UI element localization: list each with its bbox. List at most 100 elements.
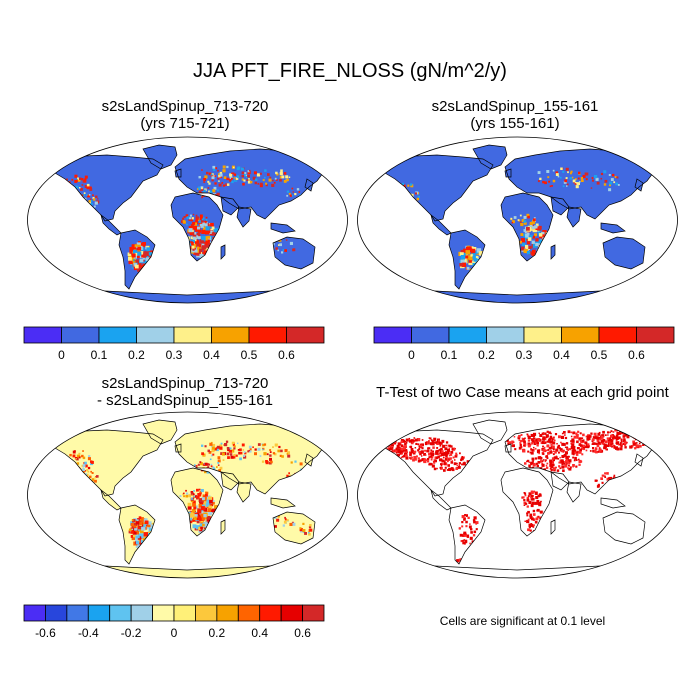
grid-cell bbox=[138, 533, 144, 538]
grid-cell bbox=[199, 491, 202, 495]
grid-cell bbox=[607, 434, 609, 436]
coastline bbox=[270, 222, 296, 234]
grid-cell bbox=[394, 437, 397, 440]
grid-cell bbox=[521, 246, 525, 250]
grid-cell bbox=[538, 516, 541, 519]
grid-cell bbox=[510, 217, 513, 220]
grid-cell bbox=[550, 440, 552, 443]
colorbar-box bbox=[411, 326, 450, 344]
grid-cell bbox=[554, 439, 556, 442]
grid-cell bbox=[560, 167, 563, 170]
grid-cell bbox=[584, 442, 586, 444]
grid-cell bbox=[622, 442, 625, 445]
grid-cell bbox=[144, 259, 149, 264]
grid-cell bbox=[578, 437, 582, 441]
grid-cell bbox=[591, 438, 595, 442]
grid-cell bbox=[405, 456, 409, 460]
grid-cell bbox=[458, 464, 460, 466]
grid-cell bbox=[596, 444, 600, 448]
grid-cell bbox=[207, 180, 210, 183]
grid-cell bbox=[650, 433, 654, 437]
grid-cell bbox=[464, 514, 466, 516]
grid-cell bbox=[408, 439, 412, 443]
grid-cell bbox=[204, 175, 208, 179]
grid-cell bbox=[90, 198, 92, 200]
grid-cell bbox=[548, 439, 551, 442]
grid-cell bbox=[201, 196, 204, 199]
grid-cell bbox=[572, 466, 574, 468]
grid-cell bbox=[233, 177, 235, 179]
grid-cell bbox=[573, 181, 575, 184]
grid-cell bbox=[537, 461, 541, 464]
grid-cell bbox=[537, 226, 542, 231]
grid-cell bbox=[139, 529, 144, 534]
grid-cell bbox=[413, 455, 417, 459]
grid-cell bbox=[209, 230, 213, 234]
grid-cell bbox=[517, 436, 521, 440]
map-panel-bottom-right bbox=[357, 411, 678, 579]
grid-cell bbox=[243, 455, 247, 459]
grid-cell bbox=[552, 453, 555, 456]
grid-cell bbox=[578, 463, 581, 466]
grid-cell bbox=[546, 462, 549, 465]
grid-cell bbox=[143, 524, 146, 527]
grid-cell bbox=[599, 438, 602, 441]
grid-cell bbox=[216, 192, 220, 196]
grid-cell bbox=[389, 444, 393, 448]
grid-cell bbox=[286, 190, 289, 193]
grid-cell bbox=[190, 236, 194, 240]
grid-cell bbox=[620, 445, 623, 448]
grid-cell bbox=[466, 266, 470, 270]
grid-cell bbox=[605, 440, 608, 443]
grid-cell bbox=[475, 528, 478, 531]
grid-cell bbox=[520, 238, 525, 243]
grid-cell bbox=[507, 439, 509, 441]
grid-cell bbox=[522, 242, 526, 247]
grid-cell bbox=[83, 192, 86, 194]
grid-cell bbox=[76, 180, 78, 183]
grid-cell bbox=[134, 527, 138, 531]
grid-cell bbox=[201, 444, 204, 447]
coastline bbox=[272, 511, 316, 545]
grid-cell bbox=[611, 442, 614, 445]
grid-cell bbox=[571, 441, 575, 445]
grid-cell bbox=[279, 175, 283, 179]
grid-cell bbox=[308, 526, 312, 529]
land-madagascar bbox=[221, 245, 225, 259]
grid-cell bbox=[542, 452, 545, 455]
grid-cell bbox=[210, 454, 213, 457]
coastline bbox=[42, 154, 164, 222]
grid-cell bbox=[376, 446, 379, 450]
grid-cell bbox=[476, 248, 482, 253]
grid-cell bbox=[193, 514, 198, 518]
grid-cell bbox=[580, 179, 584, 182]
grid-cell bbox=[84, 185, 88, 188]
grid-cell bbox=[200, 188, 204, 191]
grid-cell bbox=[397, 453, 400, 456]
grid-cell bbox=[191, 232, 195, 236]
grid-cell bbox=[274, 453, 277, 456]
grid-cell bbox=[253, 171, 257, 175]
grid-cell bbox=[82, 193, 85, 197]
grid-cell bbox=[233, 173, 237, 176]
grid-cell bbox=[532, 526, 535, 528]
map-panel-bottom-left bbox=[27, 411, 348, 579]
coastline bbox=[430, 489, 452, 511]
grid-cell bbox=[131, 519, 134, 522]
grid-cell bbox=[577, 182, 580, 185]
grid-cell bbox=[436, 442, 439, 445]
grid-cell bbox=[210, 463, 213, 466]
grid-cell bbox=[623, 432, 626, 435]
grid-cell bbox=[81, 194, 84, 197]
grid-cell bbox=[246, 179, 249, 181]
grid-cell bbox=[652, 439, 655, 442]
grid-cell bbox=[279, 172, 283, 176]
colorbar-box bbox=[45, 604, 68, 622]
grid-cell bbox=[523, 220, 527, 223]
grid-cell bbox=[128, 259, 133, 265]
grid-cell bbox=[199, 216, 203, 220]
grid-cell bbox=[438, 449, 441, 451]
grid-cell bbox=[72, 454, 76, 458]
grid-cell bbox=[580, 440, 583, 444]
grid-cell bbox=[565, 455, 569, 459]
